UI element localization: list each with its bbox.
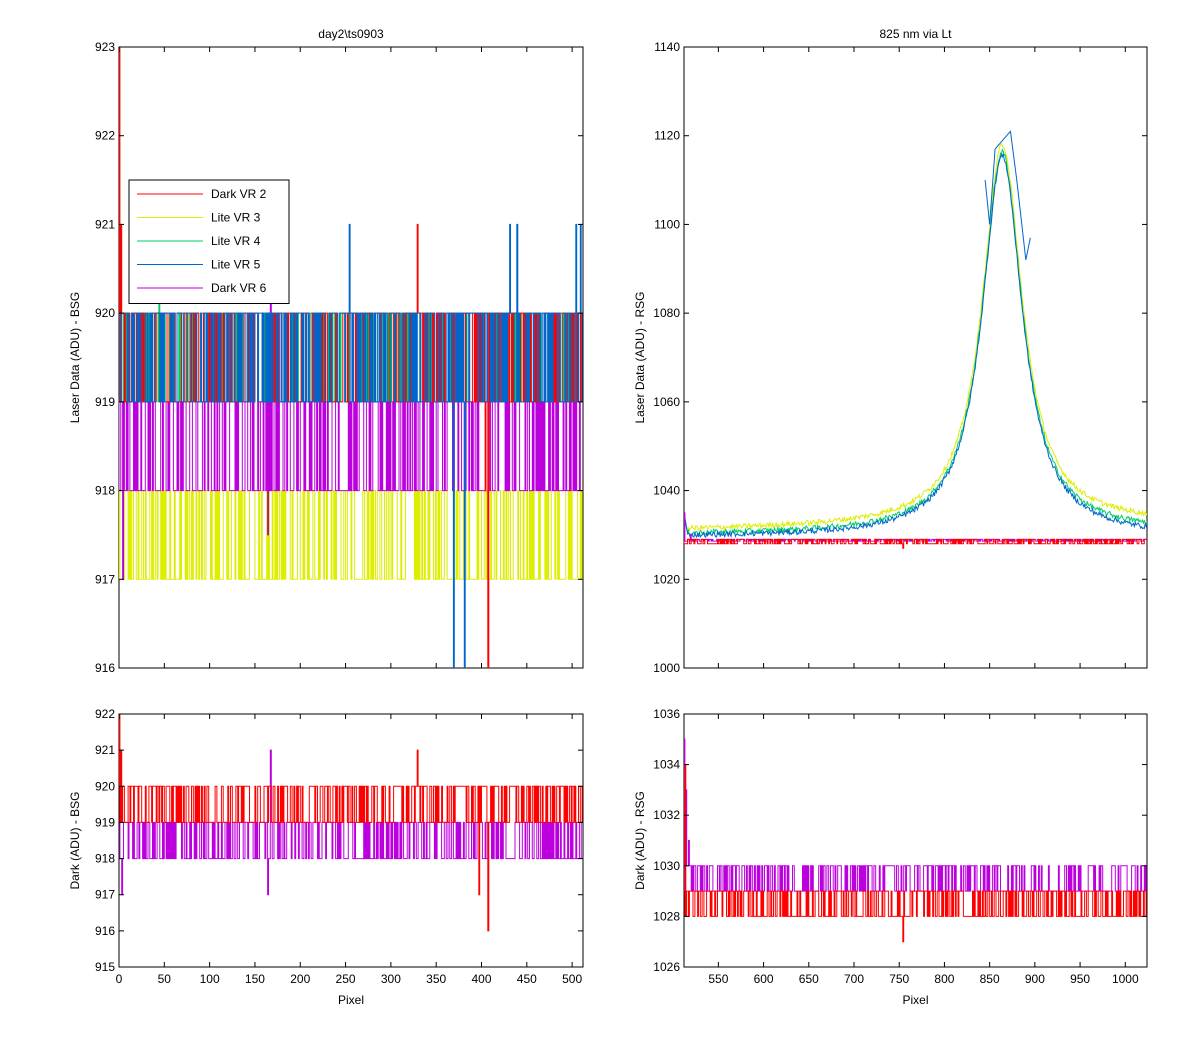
y-tick-label: 1026 <box>653 960 680 974</box>
x-tick-label: 450 <box>517 972 537 986</box>
y-axis-label: Laser Data (ADU) - RSG <box>633 291 647 423</box>
x-tick-label: 250 <box>336 972 356 986</box>
y-tick-label: 1000 <box>653 661 680 675</box>
y-tick-label: 922 <box>95 707 115 721</box>
panel-bl: 0 50 100 150 200 250 300 350 400 450 500 915 916 917 9… <box>68 707 584 1007</box>
panel-tr: 1000 1020 1040 1060 1080 1100 1120 1140 825 nm v… <box>633 27 1148 675</box>
x-tick-label: 200 <box>290 972 310 986</box>
series-line-dark-vr-2 <box>684 538 1147 549</box>
x-axis-label: Pixel <box>902 993 928 1007</box>
x-tick-label: 0 <box>116 972 123 986</box>
x-tick-label: 550 <box>708 972 728 986</box>
series-line-lite-vr-5 <box>684 152 1147 539</box>
y-tick-label: 1060 <box>653 395 680 409</box>
plot-area <box>118 713 584 968</box>
y-tick-label: 1036 <box>653 707 680 721</box>
x-tick-label: 400 <box>471 972 491 986</box>
peak-detail-line <box>984 130 1031 261</box>
series-group <box>684 130 1147 549</box>
y-tick-label: 919 <box>95 815 115 829</box>
y-tick-label: 923 <box>95 40 115 54</box>
y-tick-label: 920 <box>95 306 115 320</box>
x-axis-label: Pixel <box>338 993 364 1007</box>
x-tick-label: 500 <box>562 972 582 986</box>
y-tick-label: 1028 <box>653 909 680 923</box>
x-tick-label: 1000 <box>1112 972 1139 986</box>
legend-label: Lite VR 4 <box>211 234 261 248</box>
plot-area <box>683 46 1148 669</box>
series-line-dark-vr-2 <box>684 764 1147 943</box>
chart-title: day2\ts0903 <box>318 27 384 41</box>
x-tick-label: 950 <box>1070 972 1090 986</box>
series-line-lite-vr-3 <box>684 143 1147 532</box>
plot-area <box>683 713 1148 968</box>
series-line-lite-vr-5 <box>119 223 583 668</box>
x-tick-label: 700 <box>844 972 864 986</box>
x-tick-label: 900 <box>1025 972 1045 986</box>
y-tick-label: 916 <box>95 924 115 938</box>
y-tick-label: 917 <box>95 888 115 902</box>
x-tick-label: 650 <box>799 972 819 986</box>
y-tick-label: 921 <box>95 217 115 231</box>
y-tick-label: 917 <box>95 572 115 586</box>
y-axis-label: Dark (ADU) - BSG <box>68 791 82 889</box>
x-tick-label: 150 <box>245 972 265 986</box>
panel-br: 550 600 650 700 750 800 850 900 950 1000 1026 1028 1… <box>633 707 1148 1007</box>
series-group <box>684 738 1147 943</box>
legend: Dark VR 2 Lite VR 3 Lite VR 4 Lite VR 5 Dark… <box>128 179 290 304</box>
y-tick-label: 919 <box>95 395 115 409</box>
x-tick-label: 850 <box>980 972 1000 986</box>
x-tick-label: 100 <box>200 972 220 986</box>
legend-label: Dark VR 2 <box>211 187 267 201</box>
legend-box <box>128 179 290 304</box>
series-line-lite-vr-3 <box>119 490 583 580</box>
y-tick-label: 1040 <box>653 484 680 498</box>
x-tick-label: 800 <box>934 972 954 986</box>
legend-label: Lite VR 3 <box>211 211 261 225</box>
y-tick-label: 1120 <box>654 129 680 143</box>
y-tick-label: 916 <box>95 661 115 675</box>
y-tick-label: 1140 <box>654 40 680 54</box>
y-tick-label: 1100 <box>654 217 680 231</box>
y-tick-label: 1080 <box>653 306 680 320</box>
y-axis-label: Dark (ADU) - RSG <box>633 791 647 890</box>
series-line-lite-vr-4 <box>684 148 1147 536</box>
x-tick-label: 300 <box>381 972 401 986</box>
x-tick-label: 50 <box>158 972 172 986</box>
series-line-dark-vr-2 <box>119 714 583 932</box>
legend-label: Dark VR 6 <box>211 281 267 295</box>
y-tick-label: 918 <box>95 852 115 866</box>
y-axis-label: Laser Data (ADU) - BSG <box>68 292 82 423</box>
y-tick-label: 918 <box>95 484 115 498</box>
y-tick-label: 1032 <box>653 808 680 822</box>
x-tick-label: 750 <box>889 972 909 986</box>
x-tick-label: 600 <box>754 972 774 986</box>
y-tick-label: 1034 <box>653 758 680 772</box>
y-tick-label: 922 <box>95 129 115 143</box>
legend-label: Lite VR 5 <box>211 258 261 272</box>
chart-title: 825 nm via Lt <box>879 27 952 41</box>
series-group <box>119 47 583 668</box>
y-tick-label: 920 <box>95 779 115 793</box>
y-tick-label: 921 <box>95 743 115 757</box>
x-tick-label: 350 <box>426 972 446 986</box>
y-tick-label: 1020 <box>653 572 680 586</box>
y-tick-label: 1030 <box>653 859 680 873</box>
series-group <box>119 714 583 932</box>
y-tick-label: 915 <box>95 960 115 974</box>
panel-tl: 916 917 918 919 920 921 922 923 day2\ts0903 Laser… <box>68 27 584 675</box>
